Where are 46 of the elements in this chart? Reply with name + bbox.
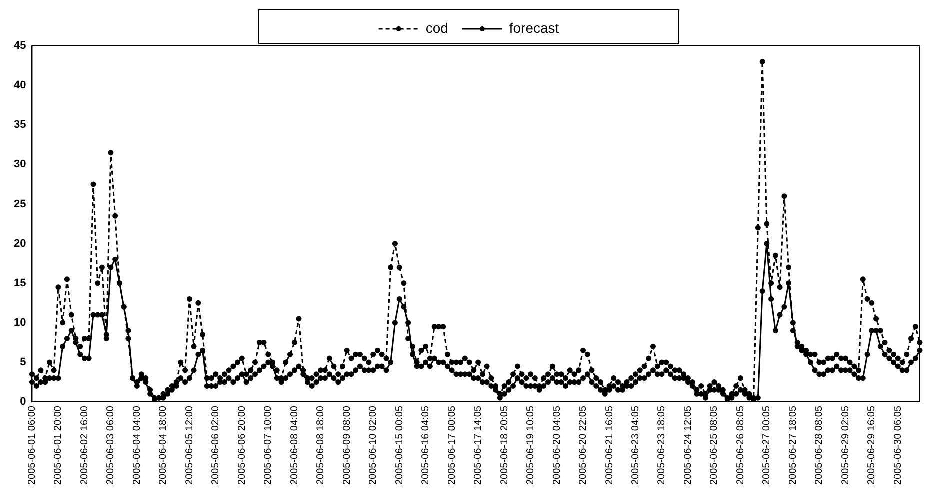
x-tick-label: 2005-06-17 14:05 (473, 406, 484, 486)
y-tick-label: 35 (14, 119, 26, 132)
x-tick-label: 2005-06-20 22:05 (578, 406, 590, 486)
x-tick-label: 2005-06-06 02:00 (210, 406, 222, 486)
x-tick-label: 2005-06-25 08:05 (709, 406, 720, 486)
x-tick-label: 2005-06-19 10:05 (526, 406, 537, 486)
x-tick-label: 2005-06-15 00:05 (394, 406, 406, 486)
x-tick-label: 2005-06-04 18:00 (158, 406, 170, 486)
y-tick-label: 40 (14, 80, 26, 92)
x-tick-label: 2005-06-08 04:00 (289, 406, 300, 486)
x-tick-label: 2005-06-21 16:05 (604, 406, 616, 486)
x-tick-label: 2005-06-29 02:05 (840, 406, 852, 486)
x-tick-label: 2005-06-18 20:05 (499, 406, 510, 486)
x-tick-label: 2005-06-30 06:05 (892, 406, 904, 486)
x-tick-label: 2005-06-01 20:00 (53, 406, 64, 486)
x-tick-label: 2005-06-29 16:05 (866, 406, 878, 486)
x-tick-label: 2005-06-20 04:05 (552, 406, 563, 486)
x-tick-label: 2005-06-17 00:05 (446, 406, 458, 486)
x-tick-label: 2005-06-04 04:00 (132, 406, 143, 486)
y-tick-label: 0 (20, 396, 26, 408)
x-tick-label: 2005-06-23 18:05 (656, 406, 668, 486)
y-tick-label: 15 (14, 277, 26, 290)
legend-label: forecast (509, 20, 560, 36)
x-tick-label: 2005-06-07 10:00 (263, 406, 274, 486)
y-tick-label: 45 (14, 40, 26, 52)
x-tick-label: 2005-06-02 16:00 (79, 406, 90, 486)
x-tick-label: 2005-06-09 08:00 (342, 406, 353, 486)
x-tick-label: 2005-06-08 18:00 (316, 406, 327, 486)
x-tick-label: 2005-06-28 08:05 (814, 406, 826, 486)
y-tick-label: 30 (14, 158, 26, 171)
x-tick-label: 2005-06-05 12:00 (184, 406, 196, 486)
x-tick-label: 2005-06-10 02:00 (368, 406, 380, 486)
x-tick-label: 2005-06-03 06:00 (106, 406, 117, 486)
x-tick-label: 2005-06-23 04:05 (630, 406, 642, 486)
y-tick-label: 10 (14, 316, 26, 329)
y-tick-label: 20 (14, 238, 26, 250)
x-tick-label: 2005-06-27 18:05 (788, 406, 799, 486)
x-tick-label: 2005-06-16 04:05 (420, 406, 432, 486)
x-tick-label: 2005-06-06 20:00 (236, 406, 248, 486)
y-tick-label: 5 (20, 356, 26, 369)
x-tick-label: 2005-06-27 00:05 (762, 406, 773, 486)
x-tick-label: 2005-06-01 06:00 (26, 406, 38, 486)
x-tick-label: 2005-06-26 08:05 (735, 406, 746, 486)
legend-label: cod (426, 20, 448, 36)
y-tick-label: 25 (14, 198, 26, 210)
x-tick-label: 2005-06-24 12:05 (682, 406, 694, 486)
